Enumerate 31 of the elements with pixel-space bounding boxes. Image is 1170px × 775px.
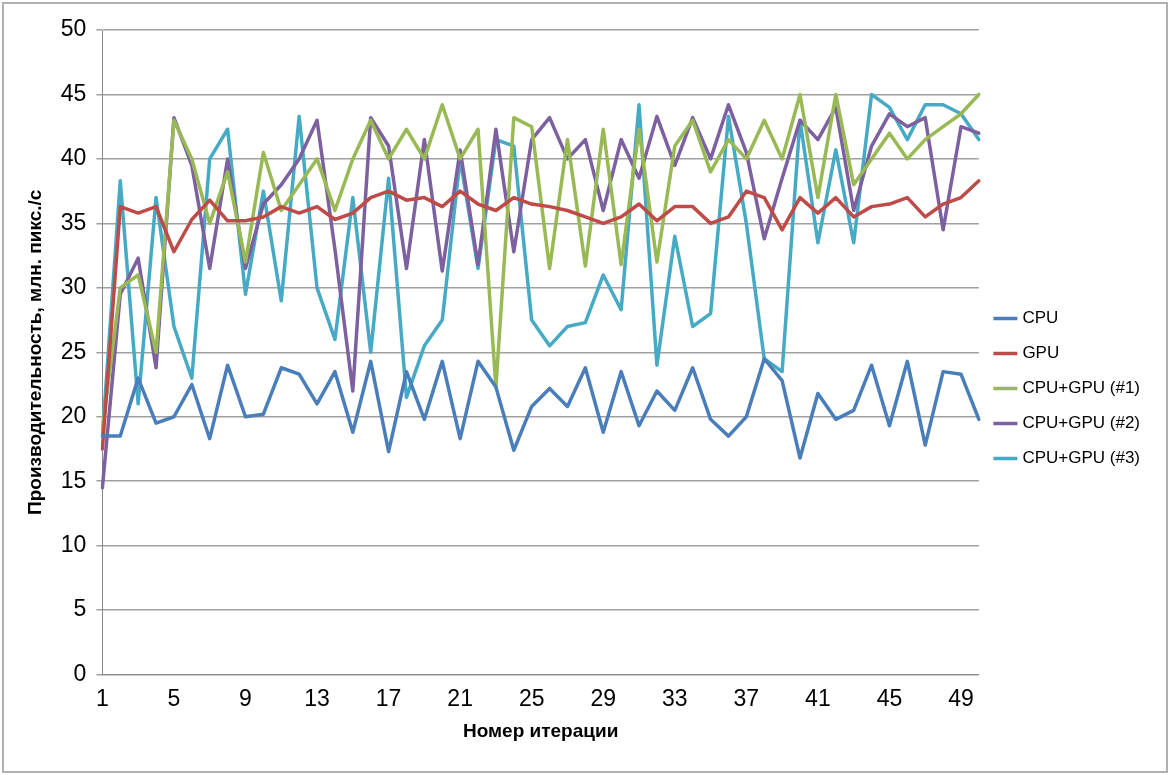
x-tick-label: 49 xyxy=(948,684,974,711)
x-tick-label: 5 xyxy=(167,684,181,711)
y-tick-label: 5 xyxy=(73,595,87,622)
legend-label: CPU+GPU (#3) xyxy=(1022,448,1141,468)
y-tick-label: 50 xyxy=(60,15,87,42)
x-tick-label: 17 xyxy=(375,684,402,711)
x-tick-label: 13 xyxy=(304,684,330,711)
x-tick-label: 21 xyxy=(447,684,473,711)
x-axis-title: Номер итерации xyxy=(462,719,619,741)
x-tick-label: 25 xyxy=(518,684,545,711)
x-tick-label: 29 xyxy=(590,684,617,711)
legend-label: CPU+GPU (#1) xyxy=(1022,378,1141,398)
x-tick-label: 41 xyxy=(805,684,831,711)
x-tick-label: 45 xyxy=(876,684,903,711)
y-tick-label: 10 xyxy=(60,531,87,558)
x-tick-label: 37 xyxy=(733,684,760,711)
y-tick-label: 15 xyxy=(60,466,87,493)
legend-label: GPU xyxy=(1022,343,1060,363)
y-tick-label: 45 xyxy=(60,79,87,106)
y-axis-title: Производительность, млн. пикс./с xyxy=(23,189,45,515)
y-tick-label: 0 xyxy=(73,659,87,686)
y-tick-label: 25 xyxy=(60,337,87,364)
legend-label: CPU xyxy=(1022,308,1059,328)
x-tick-label: 9 xyxy=(239,684,252,711)
legend-label: CPU+GPU (#2) xyxy=(1022,413,1141,433)
x-tick-label: 33 xyxy=(662,684,688,711)
y-tick-label: 20 xyxy=(60,402,87,429)
x-tick-label: 1 xyxy=(95,684,109,711)
y-tick-label: 40 xyxy=(60,144,87,171)
y-tick-label: 35 xyxy=(60,208,87,235)
y-tick-label: 30 xyxy=(60,273,87,300)
